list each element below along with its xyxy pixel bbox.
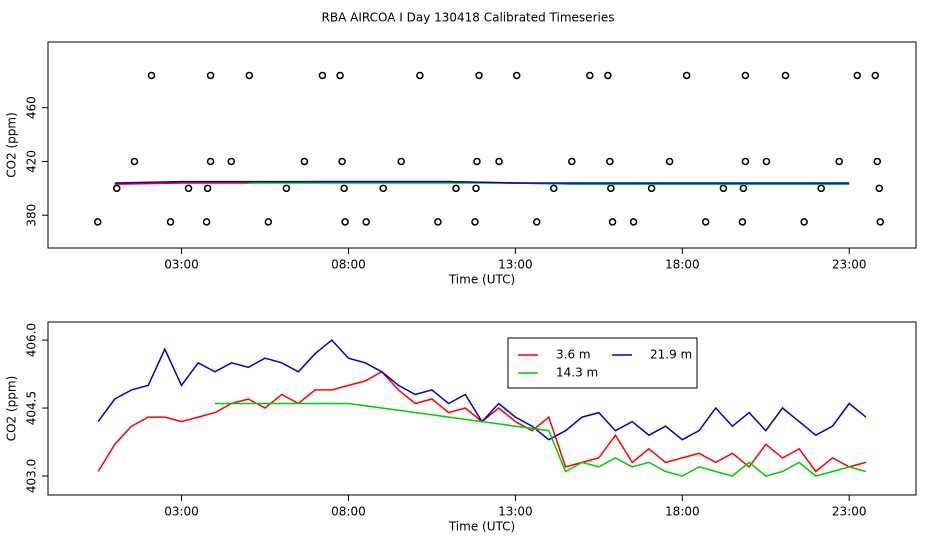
series-line	[114, 180, 850, 184]
y-tick-label: 404.5	[25, 391, 39, 425]
point	[227, 157, 236, 166]
point	[336, 71, 344, 80]
point	[495, 157, 503, 166]
point	[682, 71, 691, 80]
point	[379, 184, 387, 193]
point	[606, 157, 614, 166]
x-tick-label: 03:00	[164, 258, 199, 272]
point	[203, 184, 212, 193]
point	[873, 157, 882, 166]
point	[762, 157, 771, 166]
point	[113, 184, 121, 193]
point	[853, 71, 861, 80]
point	[607, 184, 615, 193]
legend-box	[507, 337, 698, 389]
point	[533, 218, 541, 226]
legend-label: 21.9 m	[650, 348, 692, 362]
point	[738, 218, 747, 226]
point	[282, 184, 291, 193]
point	[568, 157, 576, 166]
point	[202, 218, 211, 226]
point	[741, 157, 750, 166]
x-tick-label: 08:00	[331, 505, 366, 519]
point	[338, 157, 346, 166]
x-tick-label: 03:00	[164, 505, 199, 519]
point	[206, 71, 215, 80]
chart-title: RBA AIRCOA I Day 130418 Calibrated Times…	[322, 11, 615, 25]
x-tick-label: 18:00	[665, 258, 700, 272]
point	[781, 71, 790, 80]
x-tick-label: 18:00	[665, 505, 700, 519]
point	[264, 218, 273, 226]
point	[341, 218, 349, 226]
y-tick-label: 403.0	[25, 459, 39, 493]
point	[416, 71, 424, 80]
point	[512, 71, 521, 80]
point	[719, 184, 728, 193]
point	[550, 184, 558, 193]
point	[629, 218, 638, 226]
y-tick-label: 420	[25, 150, 39, 173]
point	[397, 157, 405, 166]
x-tick-label: 23:00	[832, 505, 867, 519]
point	[876, 218, 885, 226]
x-axis-label: Time (UTC)	[448, 520, 515, 534]
point	[245, 71, 254, 80]
point	[452, 184, 460, 193]
point	[741, 71, 750, 80]
point	[473, 157, 481, 166]
x-tick-label: 08:00	[331, 258, 366, 272]
point	[800, 218, 808, 226]
y-tick-label: 380	[25, 204, 39, 227]
point	[471, 218, 479, 226]
point	[739, 184, 748, 193]
point	[586, 71, 594, 80]
point	[875, 184, 884, 193]
point	[340, 184, 348, 193]
legend-label: 14.3 m	[556, 366, 598, 380]
point	[472, 184, 480, 193]
point	[206, 157, 215, 166]
series-line	[97, 339, 867, 441]
y-axis-label: CO2 (ppm)	[5, 376, 19, 442]
point	[817, 184, 825, 193]
x-tick-label: 23:00	[832, 258, 867, 272]
y-tick-label: 460	[25, 96, 39, 119]
point	[166, 218, 175, 226]
point	[665, 157, 674, 166]
point	[300, 157, 309, 166]
point	[608, 218, 617, 226]
y-tick-label: 406.0	[25, 323, 39, 357]
point	[318, 71, 327, 80]
plot-area	[97, 339, 867, 477]
plot-area	[93, 71, 885, 226]
point	[835, 157, 843, 166]
point	[871, 71, 880, 80]
x-axis-label: Time (UTC)	[448, 273, 515, 287]
series-line	[214, 402, 867, 477]
legend-label: 3.6 m	[556, 348, 591, 362]
y-axis-label: CO2 (ppm)	[5, 112, 19, 178]
point	[362, 218, 370, 226]
point	[130, 157, 139, 166]
point	[434, 218, 442, 226]
point	[93, 218, 102, 226]
point	[184, 184, 193, 193]
point	[701, 218, 710, 226]
x-tick-label: 13:00	[498, 505, 533, 519]
point	[147, 71, 156, 80]
point	[647, 184, 656, 193]
plot-frame	[47, 41, 917, 249]
point	[604, 71, 612, 80]
point	[475, 71, 483, 80]
x-tick-label: 13:00	[498, 258, 533, 272]
